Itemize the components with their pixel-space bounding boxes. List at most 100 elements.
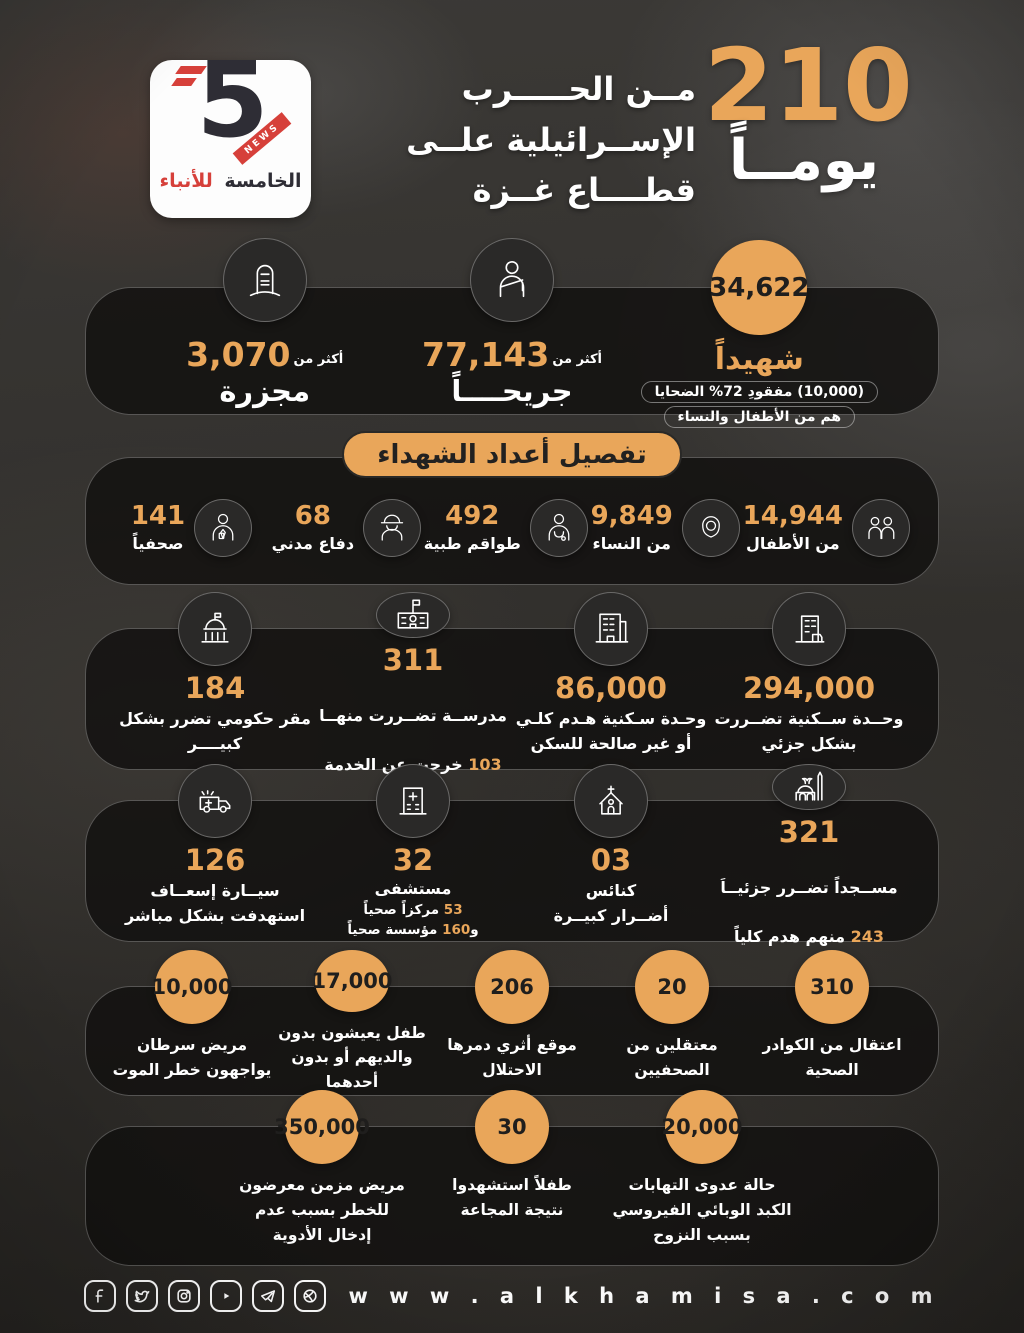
housing-destroyed-item: 86,000 وحـدة سـكنية هـدم كلـي أو غير صال…: [512, 592, 710, 769]
health-crisis-card: 20,000 حالة عدوى التهابات الكبد الوبائي …: [85, 1090, 939, 1266]
logo-red-stripe: [170, 78, 197, 86]
chronic-patients-value: 350,000: [274, 1090, 370, 1164]
alkhamisa-logo: 5 NEWS الخامسة للأنباء: [150, 48, 311, 218]
twitter-icon[interactable]: [126, 1280, 159, 1312]
martyrs-detail-card: 14,944 من الأطفال 9,849 من النساء: [85, 457, 939, 585]
government-hq-value: 184: [184, 671, 246, 705]
heritage-sites-label: موقع أثري دمرها الاحتلال: [447, 1036, 577, 1079]
ambulance-icon: [178, 764, 252, 838]
medic-icon: [529, 499, 588, 557]
medical-teams-item: 492 طواقم طبية: [424, 499, 588, 557]
civil-defense-value: 68: [294, 501, 331, 532]
health-centers-line: 53 مركزاً صحياً: [363, 900, 462, 920]
orphaned-children-label: طفل يعيشون بدون والديهم أو بدون أحدهما: [278, 1023, 426, 1092]
schools-out-of-service-count: 103: [468, 755, 502, 775]
injured-person-icon: [470, 238, 554, 322]
logo-name-dark: الخامسة: [224, 170, 302, 192]
civil-defense-item: 68 دفاع مدني: [269, 499, 424, 557]
martyrs-note-1: (10,000) مفقودِ 72% الضحايا: [640, 381, 879, 403]
housing-destroyed-label: وحـدة سـكنية هـدم كلـي أو غير صالحة للسك…: [515, 708, 707, 753]
telegram-icon[interactable]: [252, 1280, 285, 1312]
churches-value: 03: [590, 843, 632, 877]
churches-item: 03 كنائس أضــرار كبيــرة: [512, 764, 710, 941]
injured-prefix: أكثر من: [552, 352, 603, 367]
logo-name: الخامسة للأنباء: [159, 170, 301, 192]
children-icon: [852, 499, 910, 557]
church-icon: [574, 764, 648, 838]
logo-red-stripe: [174, 66, 207, 74]
massacres-prefix: أكثر من: [293, 352, 344, 367]
orphaned-children-item: 17,000 طفل يعيشون بدون والديهم أو بدون أ…: [272, 950, 432, 1095]
injured-value: 77,143: [421, 335, 550, 374]
social-links: [84, 1280, 327, 1312]
main-title: مــن الحـــــرب الإســرائيلية علــى قطــ…: [406, 70, 696, 210]
civil-defense-icon: [363, 499, 422, 557]
impact-card: 310 اعتقال من الكوادر الصحية 20 معتقلين …: [85, 950, 939, 1096]
housing-partial-value: 294,000: [742, 671, 876, 705]
cancer-patients-label: مريض سرطان يواجهون خطر الموت: [112, 1036, 272, 1079]
government-hq-label: مقر حكومي تضرر بشكل كبيــــر: [119, 708, 311, 753]
housing-partial-label: وحــدة ســكنية تضــررت بشكل جزئي: [714, 708, 904, 753]
churches-label: كنائس أضــرار كبيــرة: [553, 880, 669, 925]
youtube-icon[interactable]: [210, 1280, 243, 1312]
logo-mark: 5 NEWS: [170, 48, 291, 165]
children-label: من الأطفال: [745, 533, 840, 553]
website-url: w w w . a l k h a m i s a . c o m: [348, 1284, 940, 1308]
facebook-icon[interactable]: [84, 1280, 117, 1312]
building-small-icon: [772, 592, 846, 666]
buildings-card: 294,000 وحــدة ســكنية تضــررت بشكل جزئي…: [85, 592, 939, 774]
hepatitis-cases-value: 20,000: [661, 1090, 743, 1164]
martyrs-note-2: هم من الأطفال والنساء: [663, 406, 856, 428]
injured-summary: أكثر من 77,143 جريحــــاً: [388, 238, 635, 414]
health-institutions-count: 160: [442, 921, 471, 938]
health-centers-text: مركزاً صحياً: [363, 901, 444, 918]
mosques-line1: مســجداً تضــرر جزئيــاَ: [720, 877, 898, 897]
health-centers-count: 53: [443, 901, 463, 918]
ambulances-item: 126 سيــارة إسعــاف استهدفت بشكل مباشر: [116, 764, 314, 941]
health-institutions-line: و160 مؤسسة صحياً: [347, 920, 478, 940]
instagram-icon[interactable]: [168, 1280, 201, 1312]
famine-children-label: طفلاً استشهدوا نتيجة المجاعة: [452, 1176, 572, 1219]
hospitals-value: 32: [392, 843, 434, 877]
children-value: 14,944: [742, 501, 843, 532]
orphaned-children-value: 17,000: [311, 950, 393, 1012]
journalists-value: 141: [130, 501, 186, 532]
hospitals-item: 32 مستشفى 53 مركزاً صحياً و160 مؤسسة صحي…: [314, 764, 512, 941]
schools-line1: مدرســة تضــررت منهــا: [319, 705, 507, 725]
chronic-patients-item: 350,000 مريض مزمن معرضون للخطر بسبب عدم …: [227, 1090, 417, 1265]
massacres-label: مجزرة: [219, 374, 311, 408]
injured-label: جريحــــاً: [451, 374, 573, 408]
medical-teams-label: طواقم طبية: [423, 533, 521, 553]
facilities-card: 321 مســجداً تضــرر جزئيــاَ 243 منهم هد…: [85, 764, 939, 946]
days-number: 210: [704, 27, 913, 144]
famine-children-item: 30 طفلاً استشهدوا نتيجة المجاعة: [417, 1090, 607, 1265]
building-large-icon: [574, 592, 648, 666]
women-value: 9,849: [590, 501, 673, 532]
journalists-detained-value: 20: [635, 950, 709, 1024]
cancer-patients-value: 10,000: [151, 950, 233, 1024]
hospitals-label: مستشفى: [374, 878, 452, 898]
ambulances-label: سيــارة إسعــاف استهدفت بشكل مباشر: [124, 880, 306, 925]
martyrs-label: شهيداً: [714, 342, 804, 377]
mosques-item: 321 مســجداً تضــرر جزئيــاَ 243 منهم هد…: [710, 764, 908, 946]
dribbble-icon[interactable]: [294, 1280, 327, 1312]
heritage-sites-item: 206 موقع أثري دمرها الاحتلال: [432, 950, 592, 1095]
mosques-label: مســجداً تضــرر جزئيــاَ 243 منهم هدم كل…: [720, 851, 897, 950]
government-hq-item: 184 مقر حكومي تضرر بشكل كبيــــر: [116, 592, 314, 769]
mosques-destroyed-count: 243: [850, 927, 885, 947]
health-institutions-prefix: و: [470, 921, 479, 938]
journalists-item: 141 صحفياً: [114, 499, 269, 557]
health-institutions-text: مؤسسة صحياً: [347, 921, 443, 938]
schools-item: 311 مدرســة تضــررت منهــا 103 خرجت عن ا…: [314, 592, 512, 774]
martyrs-summary: 34,622 شهيداً (10,000) مفقودِ 72% الضحاي…: [636, 240, 883, 428]
heritage-sites-value: 206: [475, 950, 549, 1024]
schools-value: 311: [382, 643, 444, 677]
health-workers-arrests-value: 310: [795, 950, 869, 1024]
woman-icon: [681, 499, 740, 557]
women-martyrs-item: 9,849 من النساء: [588, 499, 743, 557]
martyrs-count-circle: 34,622: [709, 240, 810, 335]
mosques-value: 321: [778, 815, 840, 849]
cancer-patients-item: 10,000 مريض سرطان يواجهون خطر الموت: [112, 950, 272, 1095]
massacres-summary: أكثر من 3,070 مجزرة: [141, 238, 388, 414]
